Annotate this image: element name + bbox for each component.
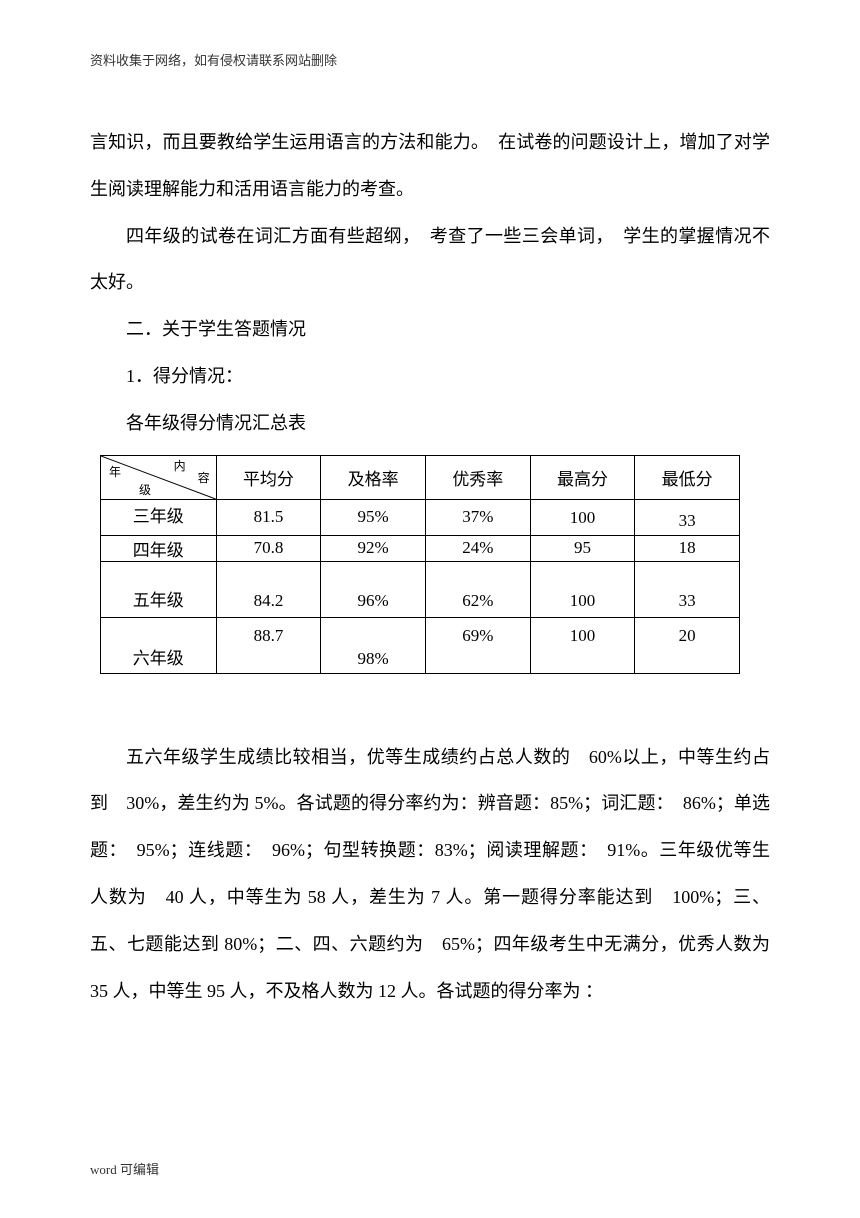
text-span: 40 xyxy=(166,887,184,907)
text-span: 65% xyxy=(442,934,475,954)
footer-note: word 可编辑 xyxy=(90,1159,159,1178)
cell-grade: 三年级 xyxy=(101,499,217,535)
table-caption: 各年级得分情况汇总表 xyxy=(90,400,770,447)
text-span: 60% xyxy=(589,747,622,767)
text-span: ，差生约为 xyxy=(159,793,254,813)
text-span: 人。第一题得分率能达到 xyxy=(440,887,672,907)
cell-grade: 四年级 xyxy=(101,535,217,561)
cell-excellent: 24% xyxy=(425,535,530,561)
text-span: 五六年级学生成绩比较相当，优等生成绩约占总人数的 xyxy=(126,747,589,767)
text-span: 30% xyxy=(126,793,159,813)
text-span: 91% xyxy=(607,840,640,860)
document-body: 言知识，而且要教给学生运用语言的方法和能力。 在试卷的问题设计上，增加了对学生阅… xyxy=(90,119,770,447)
text-span: 7 xyxy=(431,887,440,907)
cell-max: 100 xyxy=(530,499,635,535)
text-span: 85% xyxy=(550,793,583,813)
paragraph-1: 言知识，而且要教给学生运用语言的方法和能力。 在试卷的问题设计上，增加了对学生阅… xyxy=(90,119,770,213)
paragraph-2: 四年级的试卷在词汇方面有些超纲， 考查了一些三会单词， 学生的掌握情况不太好。 xyxy=(90,213,770,307)
table-header-row: 内 容 年 级 平均分 及格率 优秀率 最高分 最低分 xyxy=(101,455,740,499)
diag-label-nei: 内 xyxy=(174,460,186,472)
text-span: 86% xyxy=(683,793,716,813)
text-span: 95 xyxy=(207,981,225,1001)
cell-excellent: 69% xyxy=(425,617,530,673)
cell-max: 100 xyxy=(530,561,635,617)
cell-pass: 98% xyxy=(321,617,426,673)
cell-excellent: 62% xyxy=(425,561,530,617)
text-span: ；句型转换题： xyxy=(305,840,435,860)
cell-grade: 五年级 xyxy=(101,561,217,617)
text-span: ；连线题： xyxy=(170,840,272,860)
text-span: ；四年级考生中无满分，优秀人数为 xyxy=(475,934,770,954)
cell-min: 33 xyxy=(635,561,740,617)
cell-max: 95 xyxy=(530,535,635,561)
text-span: ；阅读理解题： xyxy=(468,840,607,860)
table-row: 六年级 88.7 98% 69% 100 20 xyxy=(101,617,740,673)
paragraph-6: 五六年级学生成绩比较相当，优等生成绩约占总人数的 60%以上，中等生约占到 30… xyxy=(90,734,770,1015)
cell-pass: 92% xyxy=(321,535,426,561)
cell-max: 100 xyxy=(530,617,635,673)
col-header-avg: 平均分 xyxy=(216,455,321,499)
cell-avg: 84.2 xyxy=(216,561,321,617)
col-header-pass: 及格率 xyxy=(321,455,426,499)
text-span: 100% xyxy=(672,887,714,907)
cell-excellent: 37% xyxy=(425,499,530,535)
table-row: 五年级 84.2 96% 62% 100 33 xyxy=(101,561,740,617)
text-span: 人，不及格人数为 xyxy=(225,981,378,1001)
text-span: 83% xyxy=(435,840,468,860)
diag-label-ji: 级 xyxy=(139,484,151,496)
cell-pass: 96% xyxy=(321,561,426,617)
text-span: 58 xyxy=(308,887,326,907)
text-span: 80% xyxy=(224,934,257,954)
subsection-1: 1．得分情况： xyxy=(90,353,770,400)
text-span: 人。各试题的得分率为 ： xyxy=(396,981,603,1001)
col-header-max: 最高分 xyxy=(530,455,635,499)
text-span: 95% xyxy=(137,840,170,860)
analysis-paragraph: 五六年级学生成绩比较相当，优等生成绩约占总人数的 60%以上，中等生约占到 30… xyxy=(90,734,770,1015)
text-span: 。各试题的得分率约为：辨音题： xyxy=(278,793,550,813)
table-row: 三年级 81.5 95% 37% 100 33 xyxy=(101,499,740,535)
score-table-wrapper: 内 容 年 级 平均分 及格率 优秀率 最高分 最低分 三年级 81.5 95%… xyxy=(90,455,770,674)
score-summary-table: 内 容 年 级 平均分 及格率 优秀率 最高分 最低分 三年级 81.5 95%… xyxy=(100,455,740,674)
text-span: ；二、四、六题约为 xyxy=(257,934,442,954)
cell-avg: 70.8 xyxy=(216,535,321,561)
cell-min: 33 xyxy=(635,499,740,535)
text-span: 人，中等生 xyxy=(108,981,207,1001)
cell-min: 18 xyxy=(635,535,740,561)
text-span: 35 xyxy=(90,981,108,1001)
section-heading-2: 二．关于学生答题情况 xyxy=(90,306,770,353)
text-span: 96% xyxy=(272,840,305,860)
text-span: 人，差生为 xyxy=(326,887,431,907)
diagonal-header-cell: 内 容 年 级 xyxy=(101,455,217,499)
cell-avg: 88.7 xyxy=(216,617,321,673)
text-span: 人，中等生为 xyxy=(184,887,308,907)
cell-avg: 81.5 xyxy=(216,499,321,535)
diag-label-nian: 年 xyxy=(109,466,121,478)
cell-pass: 95% xyxy=(321,499,426,535)
col-header-min: 最低分 xyxy=(635,455,740,499)
header-note: 资料收集于网络，如有侵权请联系网站删除 xyxy=(90,50,770,69)
text-span: ；词汇题： xyxy=(583,793,683,813)
cell-min: 20 xyxy=(635,617,740,673)
table-row: 四年级 70.8 92% 24% 95 18 xyxy=(101,535,740,561)
col-header-excellent: 优秀率 xyxy=(425,455,530,499)
cell-grade: 六年级 xyxy=(101,617,217,673)
text-span: 12 xyxy=(378,981,396,1001)
text-span: 5% xyxy=(254,793,278,813)
diag-label-rong: 容 xyxy=(198,472,210,484)
